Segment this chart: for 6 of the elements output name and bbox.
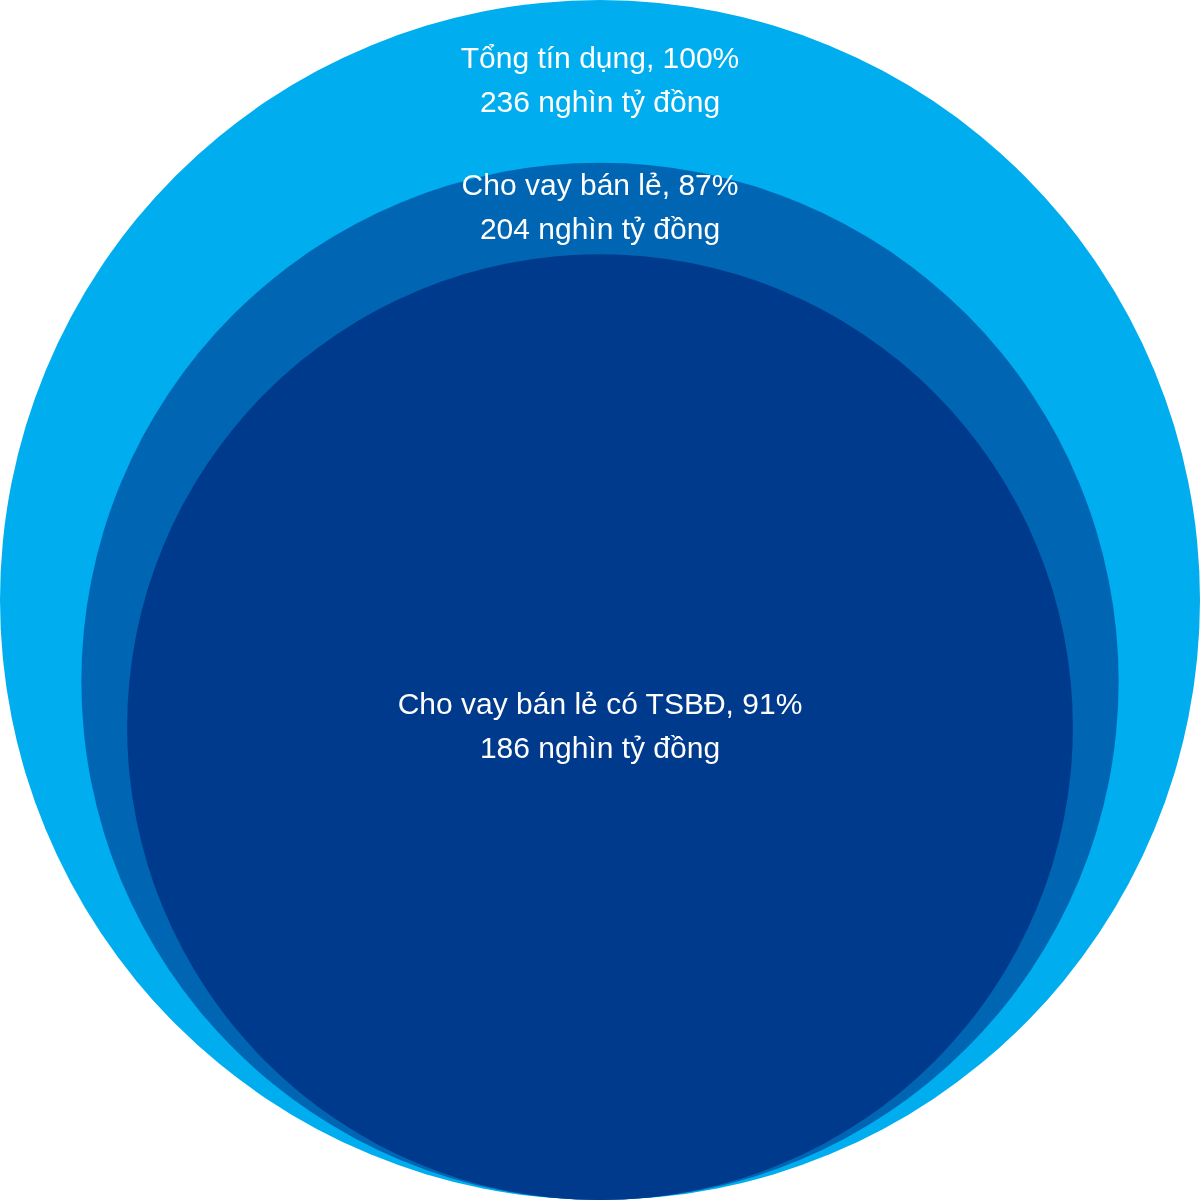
data-label: 186 nghìn tỷ đồng <box>479 731 721 765</box>
category-label: Tổng tín dụng, 100% <box>460 41 740 75</box>
category-label: Cho vay bán lẻ, 87% <box>461 168 739 202</box>
category-label: Cho vay bán lẻ có TSBĐ, 91% <box>397 687 803 721</box>
data-label: 204 nghìn tỷ đồng <box>479 212 721 246</box>
data-label: 236 nghìn tỷ đồng <box>479 85 721 119</box>
